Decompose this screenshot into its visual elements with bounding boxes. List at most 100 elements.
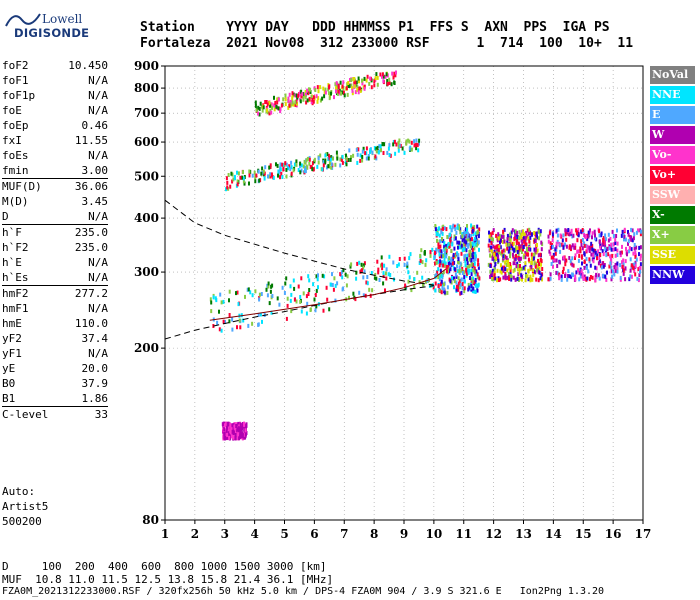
echo-point (278, 169, 281, 174)
echo-point (458, 285, 461, 290)
echo-point (232, 427, 235, 432)
echo-point (238, 318, 241, 323)
echo-point (309, 164, 312, 169)
echo-point (365, 78, 368, 83)
echo-point (386, 79, 389, 83)
echo-point (237, 302, 240, 307)
echo-point (443, 290, 446, 295)
echo-point (388, 77, 391, 82)
echo-point (373, 275, 376, 280)
echo-point (585, 265, 588, 270)
param-value: 1.86 (81, 392, 109, 405)
echo-point (425, 279, 427, 284)
echo-point (562, 266, 565, 271)
echo-point (562, 245, 565, 250)
echo-point (248, 181, 250, 186)
echo-point (341, 275, 344, 280)
param-row: foF2 10.450 (2, 58, 108, 73)
echo-point (287, 96, 290, 101)
echo-point (300, 276, 303, 281)
echo-point (512, 269, 515, 274)
echo-point (630, 235, 633, 240)
echo-point (229, 429, 232, 434)
echo-point (355, 276, 358, 281)
echo-point (405, 141, 408, 146)
echo-point (519, 232, 522, 237)
echo-point (397, 140, 400, 145)
echo-point (267, 281, 270, 286)
param-name: C-level (2, 408, 49, 421)
echo-point (232, 432, 235, 437)
echo-point (228, 435, 231, 440)
echo-point (581, 272, 584, 277)
echo-point (258, 112, 261, 117)
echo-point (540, 259, 543, 264)
echo-point (374, 76, 377, 81)
echo-point (540, 247, 543, 252)
echo-point (388, 81, 391, 85)
echo-point (558, 274, 561, 279)
echo-point (436, 232, 439, 237)
echo-point (455, 284, 458, 289)
echo-point (257, 105, 260, 110)
echo-point (407, 270, 410, 275)
param-value: 235.0 (74, 226, 108, 239)
echo-point (526, 247, 528, 251)
echo-point (560, 242, 563, 247)
echo-point (453, 246, 456, 251)
echo-point (517, 278, 520, 282)
echo-point (363, 269, 366, 274)
echo-point (271, 283, 274, 288)
echo-point (552, 257, 555, 262)
echo-point (446, 244, 448, 249)
echo-point (496, 278, 499, 283)
echo-point (319, 153, 322, 158)
echo-point (443, 250, 446, 255)
echo-point (556, 264, 559, 268)
echo-point (387, 146, 390, 151)
echo-point (535, 277, 538, 282)
echo-point (473, 225, 476, 230)
echo-point (413, 277, 416, 282)
echo-point (314, 308, 317, 313)
parameter-panel: foF2 10.450 foF1 N/A foF1p N/A foE N/A foEp 0.46 f… (2, 58, 108, 422)
echo-point (425, 258, 428, 263)
echo-point (214, 296, 217, 301)
echo-point (607, 232, 610, 237)
echo-point (295, 93, 298, 98)
echo-point (527, 252, 530, 257)
echo-point (539, 232, 542, 237)
echo-point (339, 272, 342, 277)
echo-point (512, 275, 515, 280)
echo-point (393, 139, 396, 144)
echo-point (308, 87, 310, 92)
echo-point (461, 286, 464, 291)
echo-point (424, 262, 427, 267)
echo-point (529, 274, 532, 279)
echo-point (281, 162, 284, 167)
echo-point (624, 259, 627, 264)
echo-point (284, 93, 287, 98)
echo-point (227, 426, 230, 431)
echo-point (305, 100, 308, 105)
echo-point (376, 145, 379, 150)
echo-point (463, 279, 466, 284)
echo-point (223, 435, 226, 440)
echo-point (328, 84, 331, 89)
echo-point (539, 276, 542, 281)
echo-point (503, 265, 506, 270)
echo-point (418, 141, 420, 146)
echo-point (386, 81, 389, 86)
echo-point (268, 301, 271, 306)
echo-point (502, 254, 505, 259)
echo-point (268, 100, 271, 105)
legend-item: E (650, 106, 695, 124)
echo-point (589, 263, 592, 268)
echo-point (272, 175, 275, 180)
echo-point (419, 258, 422, 263)
echo-point (438, 248, 441, 253)
echo-point (316, 164, 319, 169)
x-tick-label: 10 (426, 527, 443, 541)
echo-point (360, 262, 363, 267)
echo-point (440, 274, 443, 279)
